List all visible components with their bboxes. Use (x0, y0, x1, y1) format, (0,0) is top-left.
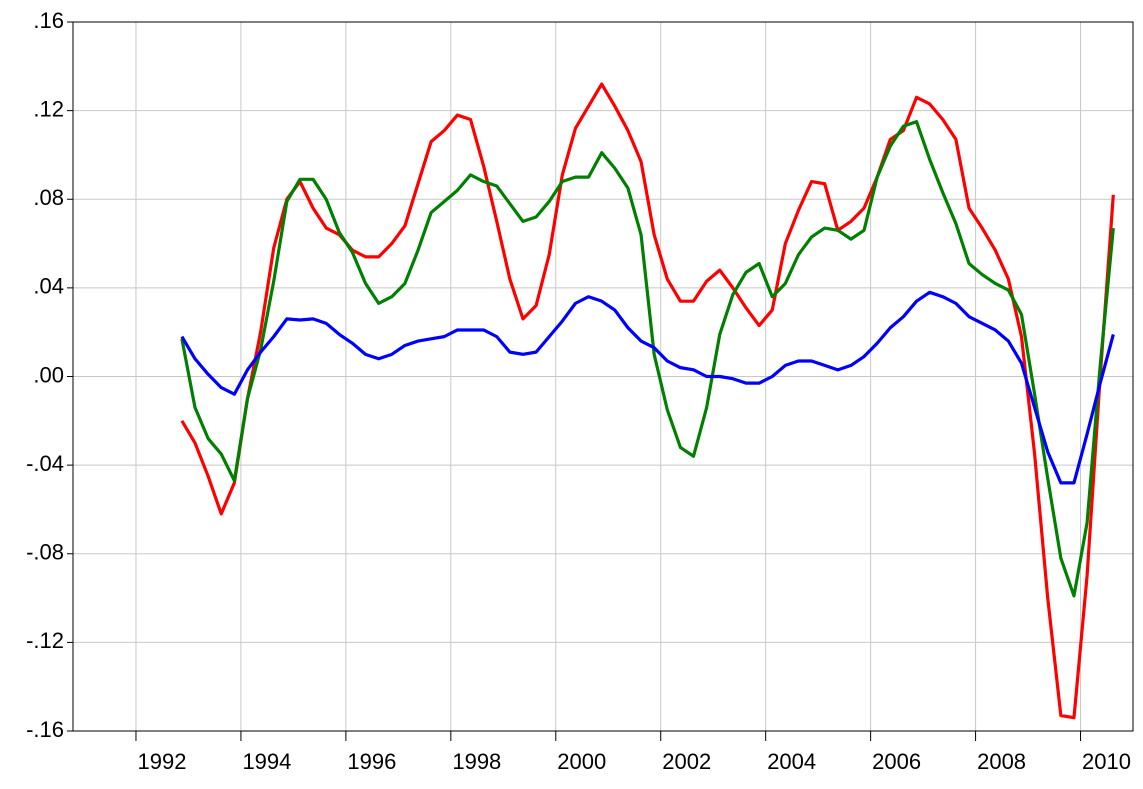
x-tick-label: 2010 (1082, 749, 1131, 774)
grid-layer (73, 21, 1133, 732)
line-layer (180, 82, 1115, 720)
y-tick-label: .08 (33, 185, 64, 210)
label-layer: -.16 -.12 -.08 -.04 .00 .04 .08 .12 .16 1992 1994 1… (26, 8, 1131, 774)
y-tick-label: -.16 (26, 717, 64, 742)
x-tick-label: 1996 (347, 749, 396, 774)
series-line (180, 290, 1115, 485)
y-tick-label: -.04 (26, 451, 64, 476)
y-tick-label: .12 (33, 96, 64, 121)
y-tick-label: -.08 (26, 540, 64, 565)
y-tick-label: .00 (33, 362, 64, 387)
y-tick-label: .04 (33, 274, 64, 299)
x-tick-label: 2000 (557, 749, 606, 774)
y-tick-label: .16 (33, 8, 64, 33)
series-line (180, 82, 1115, 720)
series-line (180, 120, 1115, 598)
x-tick-label: 1994 (242, 749, 291, 774)
x-tick-label: 2004 (767, 749, 816, 774)
x-tick-label: 1992 (137, 749, 186, 774)
x-tick-label: 2008 (977, 749, 1026, 774)
y-tick-label: -.12 (26, 628, 64, 653)
x-tick-label: 2002 (662, 749, 711, 774)
x-tick-label: 2006 (872, 749, 921, 774)
x-tick-label: 1998 (452, 749, 501, 774)
